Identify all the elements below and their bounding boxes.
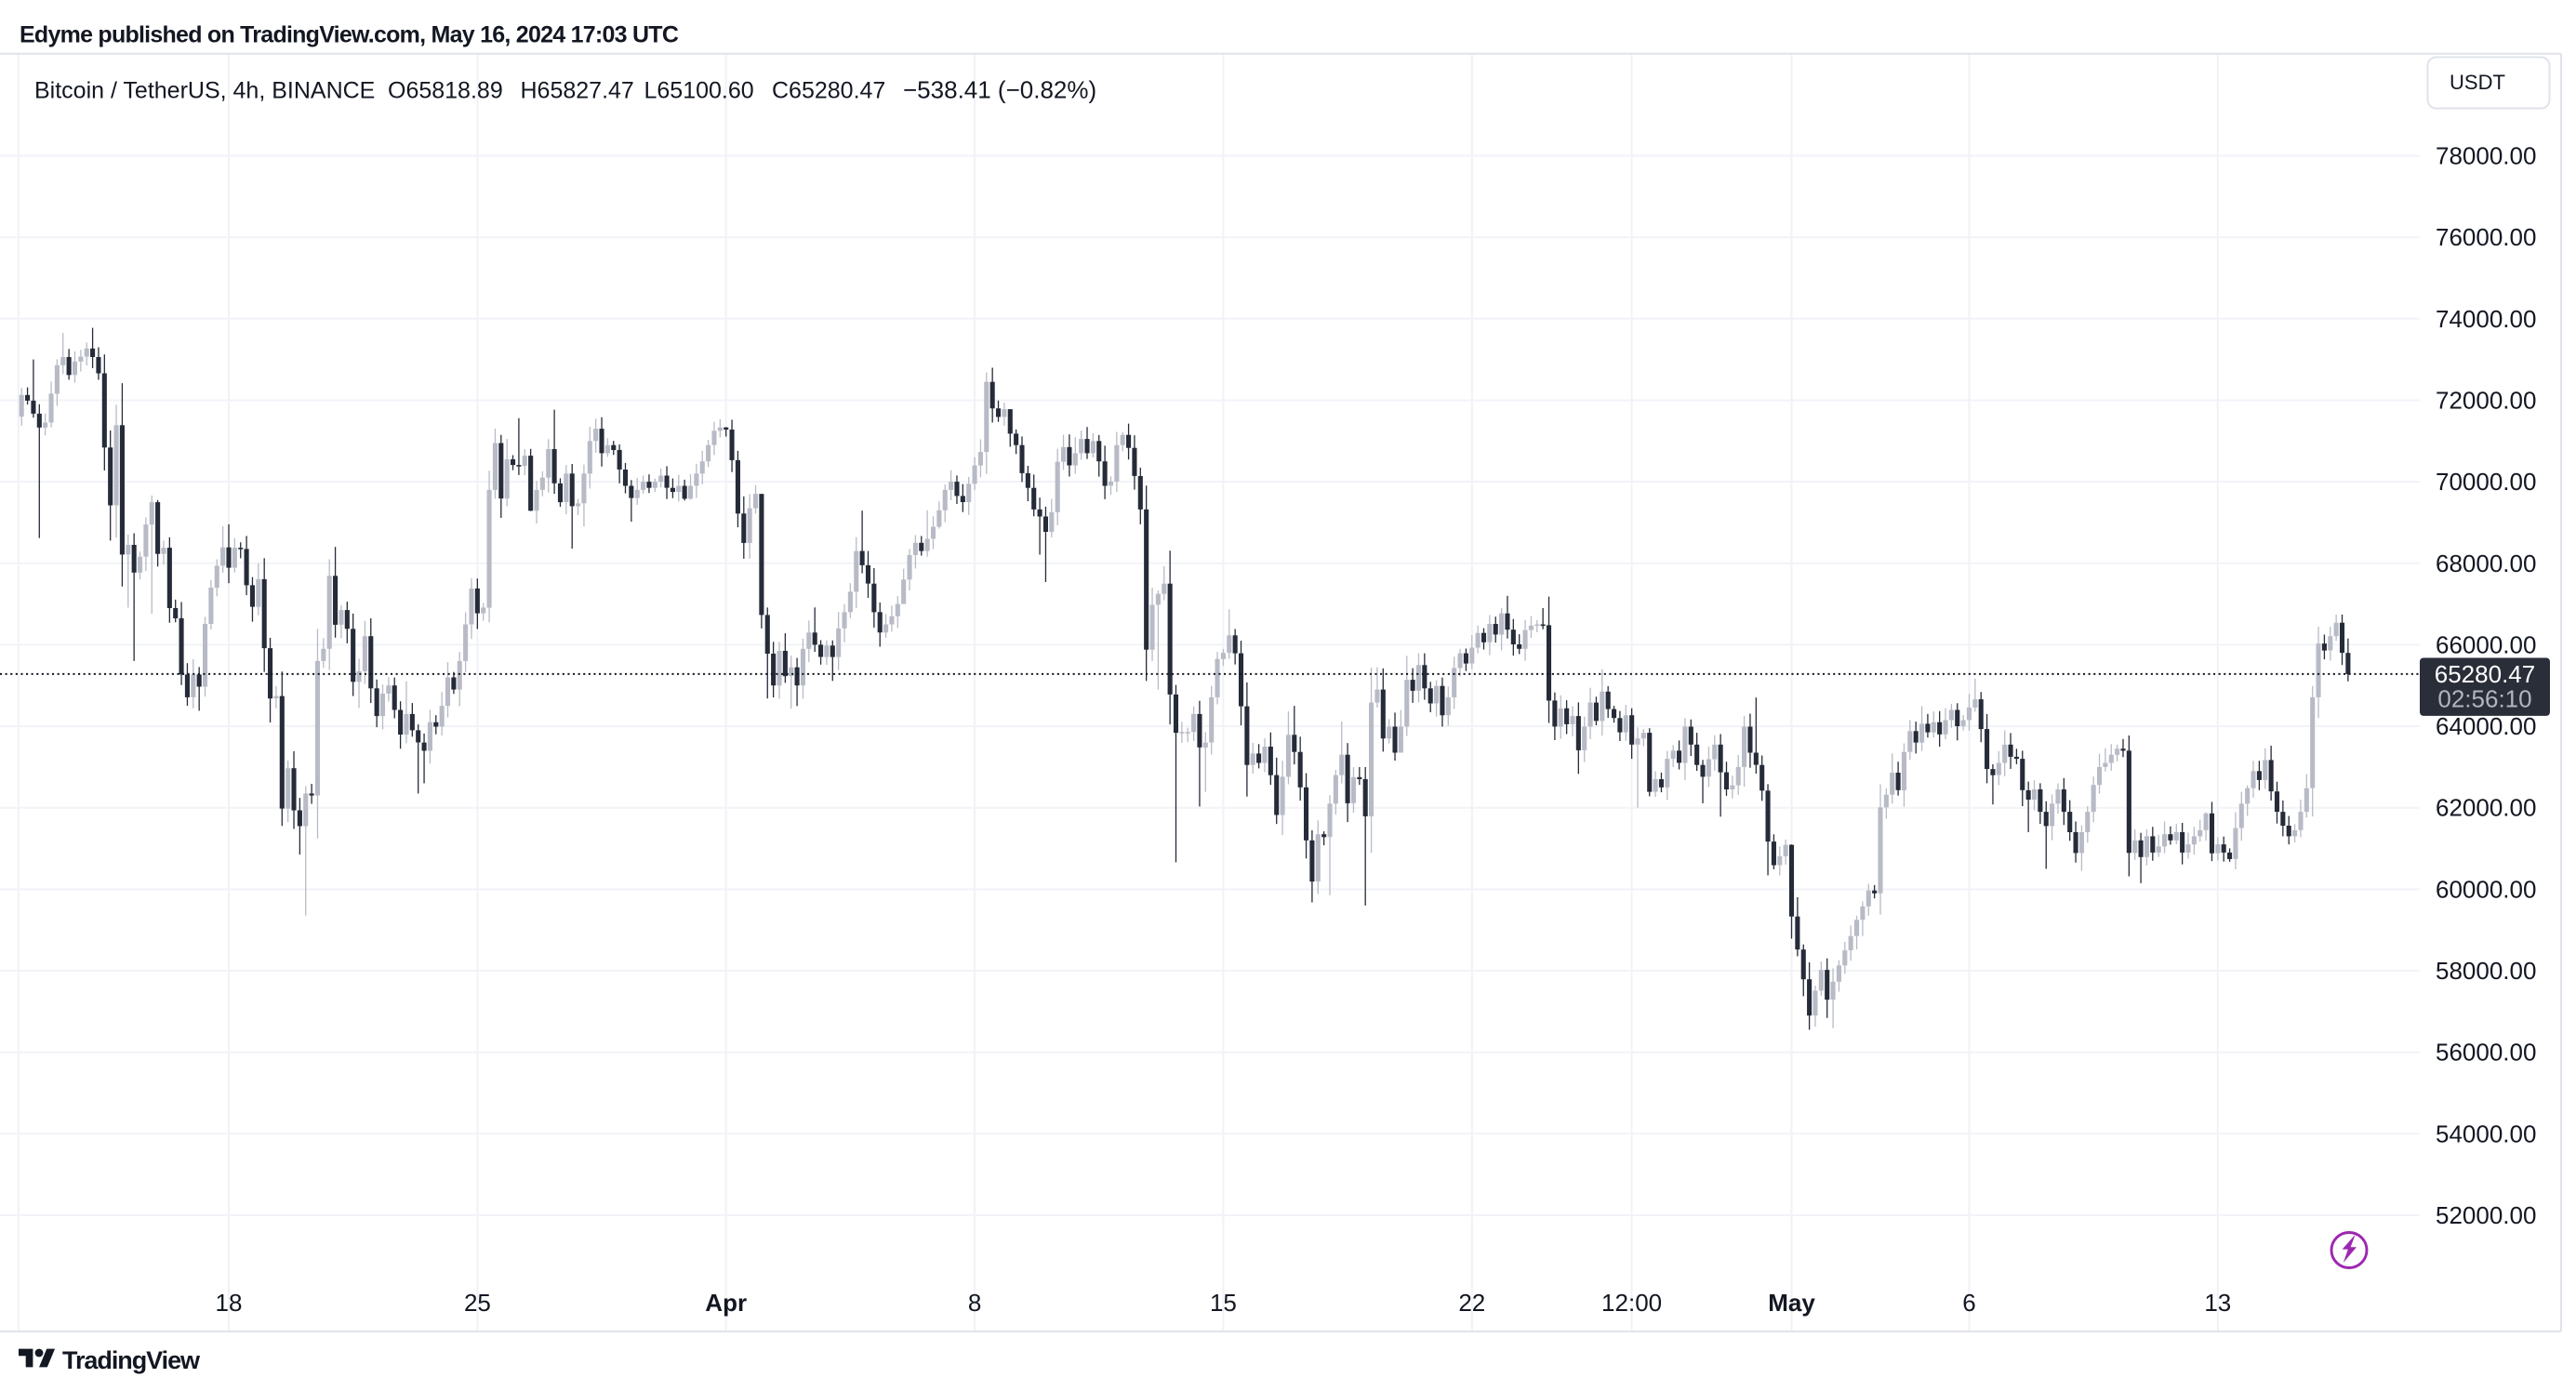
svg-text:Bitcoin / TetherUS, 4h, BINANC: Bitcoin / TetherUS, 4h, BINANCE O65818.89…	[34, 76, 1096, 104]
svg-text:76000.00: 76000.00	[2436, 223, 2536, 251]
svg-text:Edyme published on TradingView: Edyme published on TradingView.com, May …	[20, 22, 679, 48]
svg-text:74000.00: 74000.00	[2436, 305, 2536, 333]
svg-text:TradingView: TradingView	[62, 1346, 201, 1374]
svg-text:60000.00: 60000.00	[2436, 875, 2536, 903]
svg-text:70000.00: 70000.00	[2436, 468, 2536, 496]
svg-text:8: 8	[968, 1289, 981, 1317]
svg-text:22: 22	[1458, 1289, 1485, 1317]
svg-text:58000.00: 58000.00	[2436, 957, 2536, 985]
svg-text:Apr: Apr	[705, 1289, 747, 1317]
svg-text:68000.00: 68000.00	[2436, 550, 2536, 577]
svg-text:25: 25	[464, 1289, 491, 1317]
svg-text:6: 6	[1962, 1289, 1975, 1317]
svg-text:78000.00: 78000.00	[2436, 142, 2536, 170]
svg-text:18: 18	[216, 1289, 243, 1317]
svg-text:13: 13	[2204, 1289, 2231, 1317]
svg-text:56000.00: 56000.00	[2436, 1039, 2536, 1066]
svg-text:54000.00: 54000.00	[2436, 1119, 2536, 1147]
svg-text:65280.47: 65280.47	[2435, 660, 2535, 688]
svg-text:12:00: 12:00	[1601, 1289, 1662, 1317]
svg-text:72000.00: 72000.00	[2436, 387, 2536, 415]
svg-text:USDT: USDT	[2450, 71, 2505, 94]
svg-text:May: May	[1768, 1289, 1815, 1317]
svg-text:15: 15	[1210, 1289, 1237, 1317]
svg-text:02:56:10: 02:56:10	[2437, 684, 2531, 712]
svg-text:64000.00: 64000.00	[2436, 712, 2536, 740]
svg-text:62000.00: 62000.00	[2436, 794, 2536, 822]
svg-text:52000.00: 52000.00	[2436, 1201, 2536, 1229]
svg-text:66000.00: 66000.00	[2436, 630, 2536, 658]
